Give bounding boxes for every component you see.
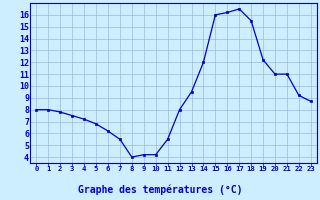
Text: Graphe des températures (°C): Graphe des températures (°C) (78, 184, 242, 195)
